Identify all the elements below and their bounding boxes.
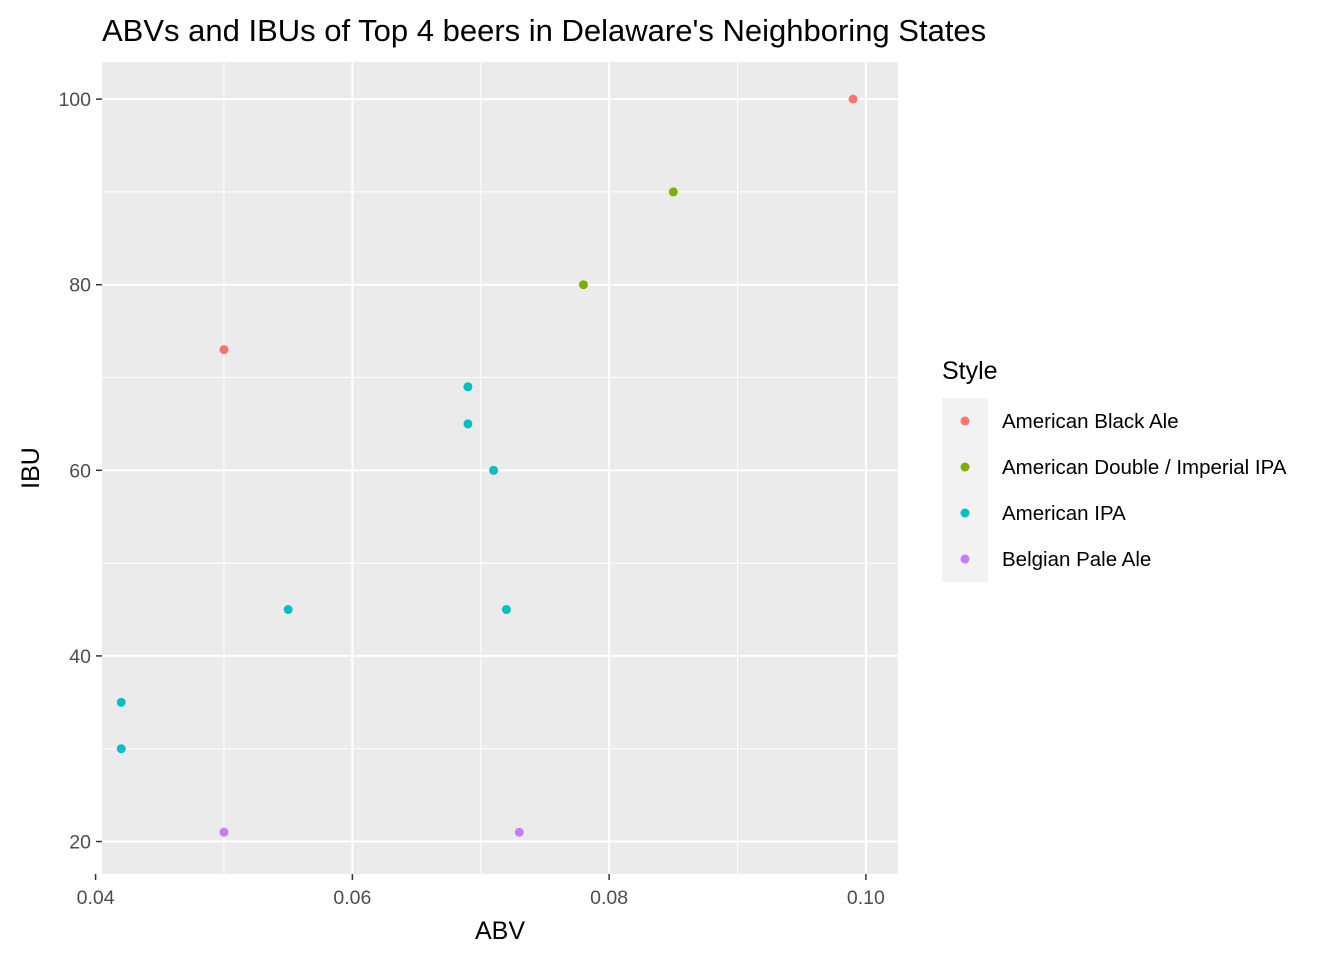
y-tick-label: 60 (69, 460, 91, 482)
scatter-point (848, 94, 858, 104)
scatter-point (219, 345, 229, 355)
y-axis-title: IBU (17, 447, 45, 489)
x-axis: 0.04 0.06 0.08 0.10 (77, 874, 885, 909)
legend-key (960, 508, 970, 518)
scatter-point (116, 744, 126, 754)
y-axis: 20 40 60 80 100 (58, 89, 102, 854)
legend-key (960, 462, 970, 472)
x-tick-label: 0.08 (590, 887, 628, 909)
legend-key (960, 416, 970, 426)
plot-background (102, 62, 898, 874)
minor-gridlines (102, 62, 898, 874)
legend: Style American Black Ale American Double … (942, 357, 1287, 582)
scatter-point (463, 419, 473, 429)
y-tick-label: 80 (69, 275, 91, 297)
x-tick-label: 0.06 (333, 887, 371, 909)
x-tick-label: 0.04 (77, 887, 115, 909)
legend-label: American Double / Imperial IPA (1002, 456, 1287, 479)
scatter-point (501, 605, 511, 615)
scatter-point (578, 280, 588, 290)
legend-key-background (942, 398, 988, 582)
scatter-point (116, 697, 126, 707)
y-tick-label: 40 (69, 646, 91, 668)
x-axis-title: ABV (475, 917, 525, 945)
scatter-point (514, 827, 524, 837)
major-gridlines (94, 62, 898, 874)
legend-items: American Black Ale American Double / Impe… (942, 398, 1287, 582)
legend-label: American IPA (1002, 502, 1126, 525)
chart-title: ABVs and IBUs of Top 4 beers in Delaware… (102, 13, 986, 48)
scatter-point (219, 827, 229, 837)
scatter-point (489, 465, 499, 475)
y-tick-label: 20 (69, 832, 91, 854)
scatter-point (283, 605, 293, 615)
scatter-point (463, 382, 473, 392)
data-points (116, 94, 858, 837)
legend-label: American Black Ale (1002, 410, 1179, 433)
x-tick-label: 0.10 (847, 887, 885, 909)
plot-panel (94, 62, 898, 874)
scatter-point (668, 187, 678, 197)
legend-key (960, 554, 970, 564)
legend-label: Belgian Pale Ale (1002, 548, 1151, 571)
y-tick-label: 100 (58, 89, 91, 111)
legend-title: Style (942, 357, 998, 385)
